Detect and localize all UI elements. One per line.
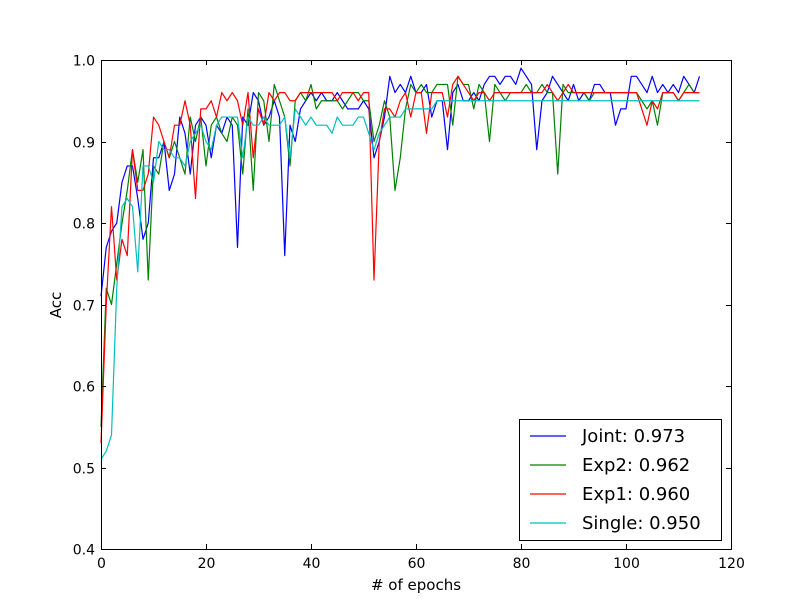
y-axis: 0.4 0.5 0.6 0.7 0.8 0.9 1.0 (73, 54, 731, 559)
legend-label: Exp2: 0.962 (582, 455, 690, 476)
legend-label: Exp1: 0.960 (582, 484, 690, 505)
x-tick-label: 100 (613, 556, 640, 572)
x-tick-label: 0 (97, 556, 106, 572)
y-tick-label: 0.5 (73, 462, 95, 478)
x-axis-title: # of epochs (371, 576, 461, 594)
legend-label: Single: 0.950 (582, 513, 701, 534)
y-tick-label: 0.6 (73, 380, 95, 396)
x-tick-label: 120 (718, 556, 745, 572)
legend-label: Joint: 0.973 (581, 426, 685, 447)
x-tick-label: 40 (303, 556, 321, 572)
y-tick-label: 0.9 (73, 136, 95, 152)
y-tick-label: 0.4 (73, 543, 95, 559)
x-tick-label: 80 (513, 556, 531, 572)
legend-frame (519, 419, 722, 541)
y-tick-label: 0.8 (73, 217, 95, 233)
x-axis: 0 20 40 60 80 100 120 (97, 60, 745, 572)
x-tick-label: 60 (408, 556, 426, 572)
plot-lines (100, 67, 701, 460)
y-tick-label: 1.0 (73, 54, 95, 70)
series-line-4 (100, 100, 700, 460)
series-line-3 (100, 75, 700, 444)
x-tick-label: 20 (198, 556, 216, 572)
y-axis-title: Acc (47, 292, 65, 319)
legend: Joint: 0.973 Exp2: 0.962 Exp1: 0.960 Single… (519, 419, 722, 541)
y-tick-label: 0.7 (73, 299, 95, 315)
